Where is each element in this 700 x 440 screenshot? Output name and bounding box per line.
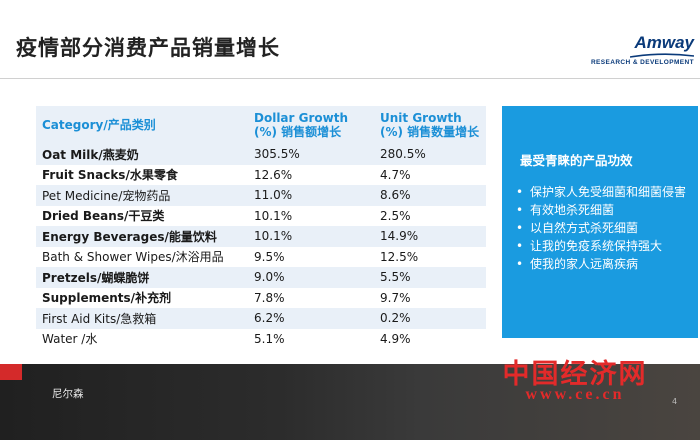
slide-title: 疫情部分消费产品销量增长	[16, 36, 280, 60]
benefits-panel: 最受青睐的产品功效 • 保护家人免受细菌和细菌侵害 • 有效地杀死细菌 • 以自然方式杀死…	[502, 106, 698, 338]
cell-category: Fruit Snacks/水果零食	[36, 164, 248, 185]
cell-dollar-growth: 305.5%	[248, 144, 374, 165]
benefit-text: 让我的免疫系统保持强大	[530, 239, 663, 253]
growth-table: Category/产品类别 Dollar Growth (%) 销售额增长 Un…	[36, 106, 486, 349]
benefit-text: 以自然方式杀死细菌	[530, 221, 639, 235]
benefit-text: 有效地杀死细菌	[530, 203, 615, 217]
cell-unit-growth: 4.9%	[374, 328, 486, 349]
cell-unit-growth: 14.9%	[374, 226, 486, 247]
cell-dollar-growth: 12.6%	[248, 164, 374, 185]
header-dollar-growth: Dollar Growth (%) 销售额增长	[248, 106, 374, 144]
table-row: First Aid Kits/急救箱 6.2% 0.2%	[36, 308, 486, 329]
cell-dollar-growth: 5.1%	[248, 328, 374, 349]
page-number: 4	[672, 397, 678, 406]
benefit-item: • 让我的免疫系统保持强大	[516, 238, 694, 254]
cell-category: Pet Medicine/宠物药品	[36, 185, 248, 206]
benefit-text: 保护家人免受细菌和细菌侵害	[530, 185, 687, 199]
table-row: Oat Milk/燕麦奶 305.5% 280.5%	[36, 144, 486, 165]
cell-unit-growth: 9.7%	[374, 287, 486, 308]
cell-category: Supplements/补充剂	[36, 287, 248, 308]
cell-dollar-growth: 11.0%	[248, 185, 374, 206]
watermark-logo: 中国经济网	[502, 359, 648, 390]
table-row: Bath & Shower Wipes/沐浴用品 9.5% 12.5%	[36, 246, 486, 267]
cell-category: Energy Beverages/能量饮料	[36, 226, 248, 247]
cell-category: Pretzels/蝴蝶脆饼	[36, 267, 248, 288]
table-row: Pretzels/蝴蝶脆饼 9.0% 5.5%	[36, 267, 486, 288]
cell-dollar-growth: 10.1%	[248, 226, 374, 247]
logo-swoosh-icon	[630, 53, 694, 58]
bullet-icon: •	[516, 257, 524, 271]
logo-subtitle: RESEARCH & DEVELOPMENT	[590, 59, 694, 66]
table-header-row: Category/产品类别 Dollar Growth (%) 销售额增长 Un…	[36, 106, 486, 144]
cell-category: Water /水	[36, 328, 248, 349]
footer-accent	[0, 364, 22, 380]
cell-unit-growth: 4.7%	[374, 164, 486, 185]
bullet-icon: •	[516, 221, 524, 235]
footer-bar	[0, 364, 700, 440]
footer-source-label: 尼尔森	[52, 388, 84, 400]
header-category: Category/产品类别	[36, 106, 248, 144]
amway-logo: Amway RESEARCH & DEVELOPMENT	[588, 33, 694, 66]
table-body: Oat Milk/燕麦奶 305.5% 280.5% Fruit Snacks/水果零…	[36, 144, 486, 349]
title-divider	[0, 78, 700, 79]
cell-dollar-growth: 9.5%	[248, 246, 374, 267]
bullet-icon: •	[516, 185, 524, 199]
cell-unit-growth: 0.2%	[374, 308, 486, 329]
benefit-text: 使我的家人远离疾病	[530, 257, 639, 271]
logo-brand: Amway	[634, 33, 694, 52]
cell-unit-growth: 2.5%	[374, 205, 486, 226]
cell-dollar-growth: 7.8%	[248, 287, 374, 308]
cell-unit-growth: 280.5%	[374, 144, 486, 165]
cell-dollar-growth: 6.2%	[248, 308, 374, 329]
cell-unit-growth: 5.5%	[374, 267, 486, 288]
table-row: Energy Beverages/能量饮料 10.1% 14.9%	[36, 226, 486, 247]
benefits-title: 最受青睐的产品功效	[520, 153, 633, 168]
header-unit-growth: Unit Growth (%) 销售数量增长	[374, 106, 486, 144]
cell-dollar-growth: 9.0%	[248, 267, 374, 288]
cell-unit-growth: 8.6%	[374, 185, 486, 206]
benefits-list: • 保护家人免受细菌和细菌侵害 • 有效地杀死细菌 • 以自然方式杀死细菌 • 让我的免疫系统…	[516, 184, 694, 274]
bullet-icon: •	[516, 203, 524, 217]
table-row: Pet Medicine/宠物药品 11.0% 8.6%	[36, 185, 486, 206]
benefit-item: • 使我的家人远离疾病	[516, 256, 694, 272]
cell-category: Oat Milk/燕麦奶	[36, 144, 248, 165]
watermark-url: www.ce.cn	[525, 386, 625, 403]
table-row: Dried Beans/干豆类 10.1% 2.5%	[36, 205, 486, 226]
table-row: Water /水 5.1% 4.9%	[36, 328, 486, 349]
table-row: Supplements/补充剂 7.8% 9.7%	[36, 287, 486, 308]
benefit-item: • 有效地杀死细菌	[516, 202, 694, 218]
cell-category: Bath & Shower Wipes/沐浴用品	[36, 246, 248, 267]
cell-category: Dried Beans/干豆类	[36, 205, 248, 226]
cell-unit-growth: 12.5%	[374, 246, 486, 267]
cell-category: First Aid Kits/急救箱	[36, 308, 248, 329]
benefit-item: • 以自然方式杀死细菌	[516, 220, 694, 236]
table-row: Fruit Snacks/水果零食 12.6% 4.7%	[36, 164, 486, 185]
bullet-icon: •	[516, 239, 524, 253]
cell-dollar-growth: 10.1%	[248, 205, 374, 226]
benefit-item: • 保护家人免受细菌和细菌侵害	[516, 184, 694, 200]
